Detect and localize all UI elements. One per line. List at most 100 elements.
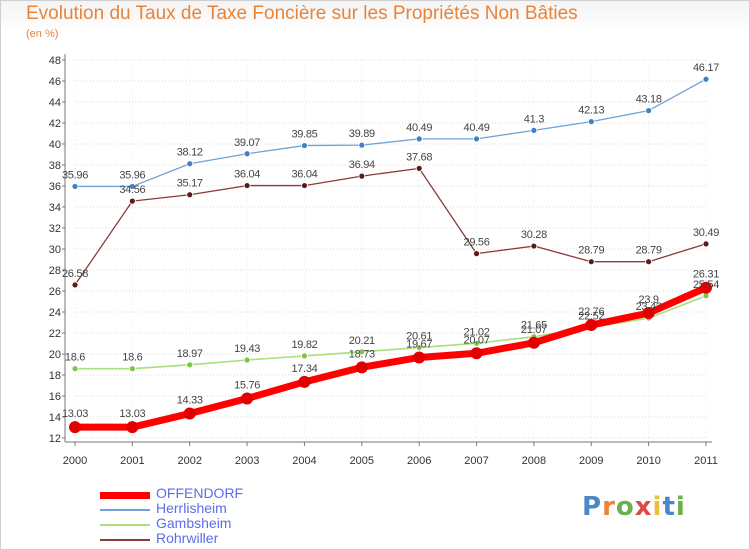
data-point-herrlisheim — [358, 141, 366, 149]
data-point-offendorf — [585, 319, 598, 332]
data-point-offendorf — [126, 421, 139, 434]
legend-swatch — [100, 509, 150, 511]
data-point-offendorf — [527, 336, 540, 349]
data-label-offendorf: 13.03 — [119, 408, 145, 420]
logo-letter: P — [582, 492, 603, 522]
data-label-herrlisheim: 40.49 — [406, 122, 432, 134]
data-point-gambsheim — [71, 365, 79, 373]
x-tick-label: 2000 — [63, 455, 87, 467]
data-point-rohrwiller — [128, 197, 136, 205]
data-point-herrlisheim — [587, 118, 595, 126]
data-point-offendorf — [183, 407, 196, 420]
y-tick-label: 26 — [49, 286, 61, 298]
y-tick-label: 40 — [49, 139, 61, 151]
legend-swatch — [100, 491, 150, 499]
data-label-rohrwiller: 36.94 — [349, 159, 375, 171]
x-tick-label: 2001 — [120, 455, 144, 467]
data-point-rohrwiller — [702, 240, 710, 248]
data-point-gambsheim — [301, 352, 308, 360]
data-label-gambsheim: 22.52 — [578, 311, 604, 323]
y-tick-label: 32 — [49, 223, 61, 235]
data-point-offendorf — [69, 421, 81, 434]
series-line-herrlisheim — [74, 78, 707, 188]
data-point-rohrwiller — [473, 250, 480, 258]
data-label-offendorf: 17.34 — [291, 363, 317, 375]
y-tick-label: 14 — [49, 412, 61, 424]
data-label-rohrwiller: 29.56 — [464, 237, 490, 249]
data-point-gambsheim — [473, 339, 480, 347]
logo-letter: r — [602, 492, 616, 522]
data-label-gambsheim: 19.82 — [291, 339, 317, 351]
data-label-rohrwiller: 30.28 — [521, 229, 547, 241]
data-point-herrlisheim — [415, 135, 423, 143]
y-tick-label: 36 — [49, 181, 61, 193]
x-tick-label: 2010 — [636, 455, 660, 467]
y-tick-label: 16 — [49, 391, 61, 403]
data-point-gambsheim — [358, 348, 366, 356]
data-label-herrlisheim: 46.17 — [693, 62, 719, 74]
data-label-gambsheim: 21.02 — [464, 326, 490, 338]
unit-label: (en %) — [26, 28, 59, 40]
data-label-offendorf: 26.31 — [693, 269, 719, 281]
x-tick-label: 2004 — [292, 455, 316, 467]
data-point-rohrwiller — [358, 172, 366, 180]
data-label-herrlisheim: 39.85 — [291, 129, 317, 141]
x-tick-label: 2008 — [522, 455, 546, 467]
x-tick-label: 2002 — [177, 455, 201, 467]
logo-letter: o — [615, 492, 635, 522]
data-label-offendorf: 22.76 — [578, 306, 604, 318]
data-label-herrlisheim: 41.3 — [524, 113, 544, 125]
data-label-offendorf: 19.67 — [406, 338, 432, 350]
data-label-offendorf: 23.9 — [639, 294, 659, 306]
data-point-gambsheim — [128, 365, 136, 373]
y-tick-label: 20 — [49, 349, 61, 361]
data-point-rohrwiller — [71, 281, 79, 289]
data-point-herrlisheim — [186, 160, 194, 168]
data-label-rohrwiller: 34.56 — [119, 184, 145, 196]
chart-title: Evolution du Taux de Taxe Foncière sur l… — [26, 3, 578, 24]
series-line-offendorf — [71, 284, 710, 431]
x-tick-label: 2007 — [464, 455, 488, 467]
x-tick-label: 2011 — [694, 455, 718, 467]
data-point-rohrwiller — [587, 258, 595, 266]
logo-letter: x — [634, 492, 653, 522]
data-point-herrlisheim — [702, 75, 710, 83]
y-tick-label: 38 — [49, 160, 61, 172]
data-point-offendorf — [642, 307, 655, 320]
data-label-rohrwiller: 28.79 — [578, 245, 604, 257]
y-tick-label: 42 — [49, 118, 61, 130]
data-point-offendorf — [470, 347, 483, 360]
data-point-rohrwiller — [645, 258, 653, 266]
data-point-rohrwiller — [243, 182, 251, 189]
data-label-offendorf: 20.07 — [464, 334, 490, 346]
data-label-rohrwiller: 36.04 — [291, 169, 317, 181]
x-tick-label: 2003 — [235, 455, 259, 467]
data-label-rohrwiller: 36.04 — [234, 169, 260, 181]
data-label-rohrwiller: 37.68 — [406, 151, 432, 163]
y-tick-label: 12 — [49, 433, 61, 445]
y-tick-label: 18 — [49, 370, 61, 382]
data-point-herrlisheim — [71, 183, 79, 190]
data-label-gambsheim: 23.42 — [636, 301, 662, 313]
data-label-herrlisheim: 42.13 — [578, 105, 604, 117]
data-label-gambsheim: 19.43 — [234, 343, 260, 355]
data-point-offendorf — [298, 375, 311, 388]
logo-letter: t — [662, 492, 676, 522]
data-label-gambsheim: 20.21 — [349, 335, 375, 347]
legend-label: OFFENDORF — [156, 485, 244, 501]
data-label-gambsheim: 21.65 — [521, 320, 547, 332]
data-label-herrlisheim: 35.96 — [62, 169, 88, 181]
legend-swatch — [100, 524, 150, 526]
data-label-herrlisheim: 40.49 — [464, 122, 490, 134]
data-point-rohrwiller — [301, 182, 308, 189]
data-point-offendorf — [413, 351, 426, 364]
x-tick-label: 2009 — [579, 455, 603, 467]
y-tick-label: 22 — [49, 328, 61, 340]
data-point-herrlisheim — [530, 126, 538, 134]
data-point-gambsheim — [415, 344, 423, 351]
x-tick-label: 2006 — [407, 455, 431, 467]
y-tick-label: 24 — [49, 307, 61, 319]
data-point-gambsheim — [243, 356, 251, 364]
data-point-herrlisheim — [645, 107, 653, 115]
